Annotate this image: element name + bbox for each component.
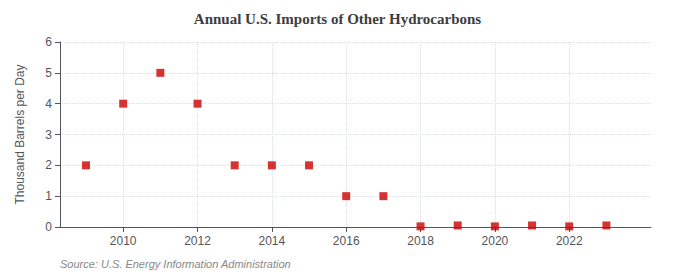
svg-text:Source: U.S. Energy Informatio: Source: U.S. Energy Information Administ… <box>60 258 291 270</box>
svg-text:6: 6 <box>45 35 52 49</box>
svg-text:2020: 2020 <box>482 234 509 248</box>
svg-text:2: 2 <box>45 158 52 172</box>
svg-text:3: 3 <box>45 128 52 142</box>
svg-text:2022: 2022 <box>556 234 583 248</box>
svg-text:Thousand Barrels per Day: Thousand Barrels per Day <box>13 64 27 204</box>
svg-text:1: 1 <box>45 189 52 203</box>
svg-text:2014: 2014 <box>259 234 286 248</box>
svg-text:4: 4 <box>45 97 52 111</box>
svg-text:0: 0 <box>45 220 52 234</box>
svg-text:5: 5 <box>45 66 52 80</box>
svg-text:Annual U.S. Imports of Other H: Annual U.S. Imports of Other Hydrocarbon… <box>194 11 482 27</box>
svg-text:2012: 2012 <box>184 234 211 248</box>
svg-text:2010: 2010 <box>110 234 137 248</box>
svg-text:2018: 2018 <box>407 234 434 248</box>
svg-text:2016: 2016 <box>333 234 360 248</box>
